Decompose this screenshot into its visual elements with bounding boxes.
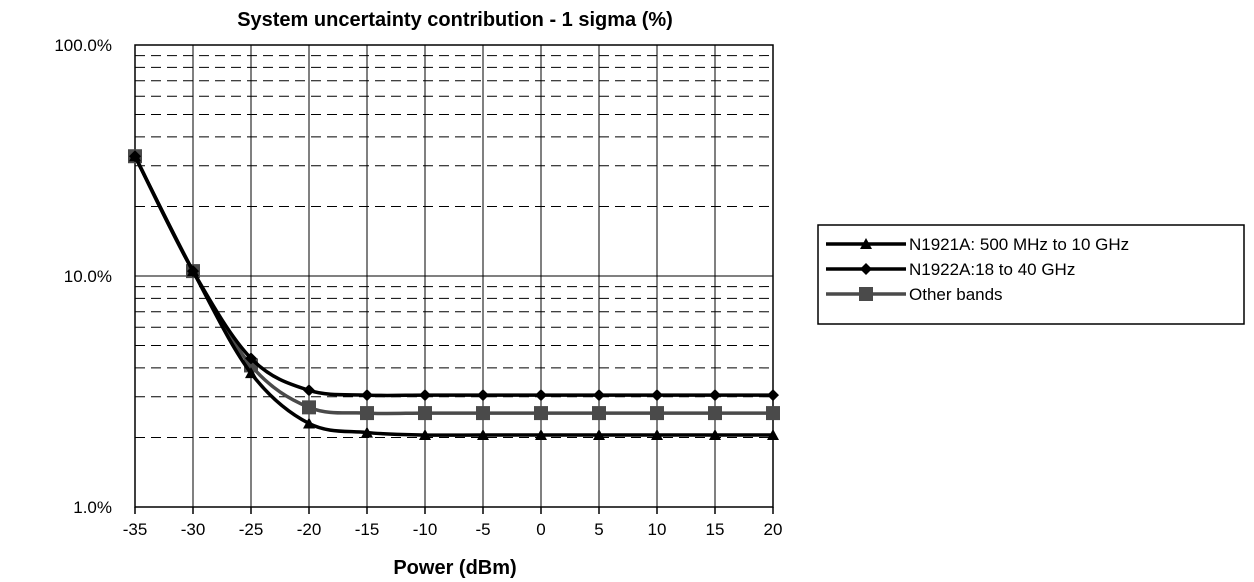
legend-entry: N1922A:18 to 40 GHz (826, 260, 1075, 279)
data-point-square (534, 406, 548, 421)
data-point-diamond (651, 389, 663, 402)
x-tick-label: -20 (297, 520, 322, 539)
x-tick-label: 15 (706, 520, 725, 539)
data-point-square (476, 406, 490, 421)
data-point-triangle (709, 428, 721, 440)
data-point-triangle (535, 428, 547, 440)
data-point-diamond (535, 389, 547, 402)
data-point-triangle (593, 428, 605, 440)
legend-label: N1921A: 500 MHz to 10 GHz (909, 235, 1129, 254)
y-tick-label: 1.0% (73, 498, 112, 517)
data-point-triangle (477, 428, 489, 440)
series-3 (128, 149, 780, 421)
x-tick-label: -15 (355, 520, 380, 539)
x-axis-ticks: -35 -30 -25 -20 -15 -10 -5 0 5 10 15 20 (123, 507, 783, 539)
data-point-diamond (477, 389, 489, 402)
x-axis-label: Power (dBm) (393, 557, 516, 579)
y-tick-label: 100.0% (54, 36, 112, 55)
grid-lines (134, 44, 774, 508)
data-point-square (708, 406, 722, 421)
x-tick-label: 0 (536, 520, 545, 539)
data-point-diamond (303, 384, 315, 397)
x-tick-label: 10 (648, 520, 667, 539)
legend-marker-square (859, 287, 873, 301)
y-axis-ticks: 1.0% 10.0% 100.0% (54, 36, 112, 517)
data-point-square (592, 406, 606, 421)
legend-label: N1922A:18 to 40 GHz (909, 260, 1075, 279)
data-point-triangle (187, 265, 199, 277)
data-point-square (650, 406, 664, 421)
data-point-square (360, 406, 374, 421)
x-tick-label: -30 (181, 520, 206, 539)
legend-marker-diamond (860, 263, 872, 275)
data-point-triangle (419, 428, 431, 440)
x-tick-label: 20 (764, 520, 783, 539)
data-point-triangle (651, 428, 663, 440)
legend: N1921A: 500 MHz to 10 GHz N1922A:18 to 40… (817, 224, 1245, 325)
legend-label: Other bands (909, 285, 1003, 304)
data-point-diamond (361, 389, 373, 402)
x-tick-label: -5 (475, 520, 490, 539)
data-point-diamond (593, 389, 605, 402)
plot-area-frame (134, 44, 774, 508)
series-line (133, 155, 773, 416)
data-point-diamond (709, 389, 721, 402)
x-tick-label: -10 (413, 520, 438, 539)
data-point-triangle (303, 417, 315, 429)
legend-marker-triangle (860, 238, 872, 249)
data-point-triangle (767, 428, 779, 440)
data-point-diamond (245, 352, 257, 365)
series-lines (128, 149, 780, 440)
chart-title: System uncertainty contribution - 1 sigm… (237, 9, 673, 31)
data-point-square (302, 400, 316, 415)
data-point-diamond (767, 389, 779, 402)
legend-entry: Other bands (826, 285, 1003, 304)
data-point-diamond (419, 389, 431, 402)
series-1 (129, 150, 779, 440)
legend-entry: N1921A: 500 MHz to 10 GHz (826, 235, 1129, 254)
data-point-square (418, 406, 432, 421)
data-point-triangle (129, 150, 141, 162)
y-tick-label: 10.0% (64, 267, 112, 286)
data-point-triangle (361, 426, 373, 438)
data-point-triangle (245, 367, 257, 379)
x-tick-label: -25 (239, 520, 264, 539)
x-tick-label: 5 (594, 520, 603, 539)
series-line (133, 155, 773, 437)
x-tick-label: -35 (123, 520, 148, 539)
legend-box (817, 224, 1245, 325)
data-point-square (766, 406, 780, 421)
